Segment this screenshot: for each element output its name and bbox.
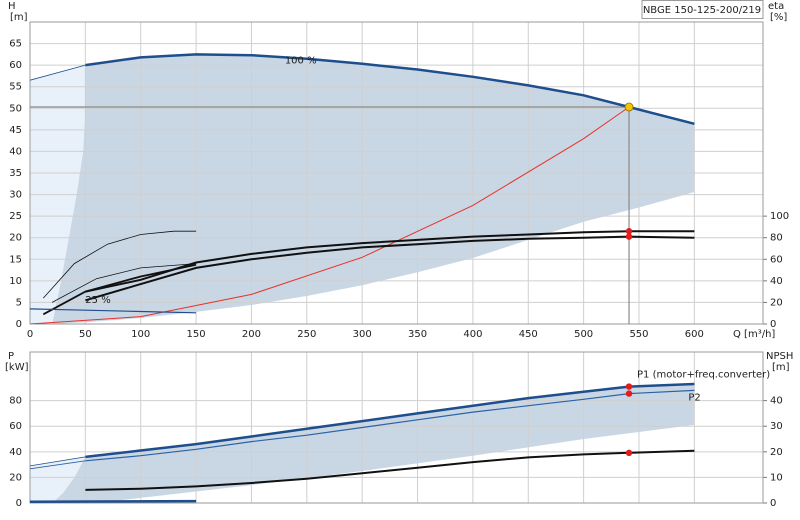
y-tick-label: 40 [9, 146, 22, 157]
x-tick-label: 500 [574, 329, 593, 340]
curve [30, 456, 86, 467]
x-tick-label: 450 [519, 329, 538, 340]
y2-tick-label: 0 [770, 319, 776, 330]
curve [51, 263, 197, 303]
operating-point [625, 449, 633, 457]
y2-tick-label: 60 [770, 254, 783, 265]
x-tick-label: 550 [629, 329, 648, 340]
x-tick-label: 250 [297, 329, 316, 340]
y-tick-label: 25 [9, 211, 22, 222]
y2-tick-label: 10 [770, 472, 783, 483]
y2-tick-label: 30 [770, 421, 783, 432]
series-label: P2 [688, 392, 700, 403]
y-tick-label: 50 [9, 103, 22, 114]
operating-area [30, 456, 86, 503]
y-axis-unit: [m] [10, 12, 28, 23]
y-tick-label: 20 [9, 472, 22, 483]
curve [85, 235, 695, 302]
x-tick-label: 600 [685, 329, 704, 340]
y-tick-label: 15 [9, 254, 22, 265]
series-label: 100 % [285, 56, 317, 67]
x-tick-label: 50 [79, 329, 92, 340]
y2-tick-label: 80 [770, 233, 783, 244]
x-tick-label: 300 [353, 329, 372, 340]
y-tick-label: 60 [9, 60, 22, 71]
x-axis-label: Q [m³/h] [733, 329, 775, 340]
operating-point [625, 390, 633, 397]
y-axis-label: P [8, 351, 14, 362]
operating-area [52, 384, 695, 503]
y2-tick-label: 40 [770, 276, 783, 287]
annotation: 25 % [85, 295, 110, 306]
x-tick-label: 100 [131, 329, 150, 340]
y-tick-label: 80 [9, 396, 22, 407]
curve [85, 389, 695, 462]
y-tick-label: 35 [9, 168, 22, 179]
operating-point [625, 233, 633, 240]
plot-frame [29, 21, 764, 325]
x-tick-label: 350 [408, 329, 427, 340]
duty-point [624, 102, 634, 112]
curve [85, 382, 695, 459]
curve [85, 53, 695, 126]
y2-tick-label: 20 [770, 297, 783, 308]
y-tick-label: 0 [16, 319, 22, 330]
y2-tick-label: 100 [770, 211, 789, 222]
curve [30, 499, 197, 503]
y2-tick-label: 20 [770, 447, 783, 458]
curve [30, 460, 86, 470]
curve [30, 106, 630, 324]
x-tick-label: 150 [187, 329, 206, 340]
y2-axis-unit: [%] [770, 12, 787, 23]
curve [43, 230, 197, 299]
x-tick-label: 400 [463, 329, 482, 340]
y-axis-label: H [8, 1, 16, 12]
y2-tick-label: 0 [770, 498, 776, 509]
x-tick-label: 0 [27, 329, 33, 340]
curve [30, 308, 197, 314]
series-label: P1 (motor+freq.converter) [637, 370, 770, 381]
y2-axis-unit: [m] [772, 362, 790, 373]
curve [85, 230, 695, 293]
operating-point [625, 228, 633, 235]
curve [42, 263, 197, 316]
y-tick-label: 45 [9, 125, 22, 136]
y-tick-label: 0 [16, 498, 22, 509]
y-tick-label: 10 [9, 276, 22, 287]
y-tick-label: 20 [9, 233, 22, 244]
curve [30, 64, 86, 81]
y-tick-label: 65 [9, 39, 22, 50]
chart-title: NBGE 150-125-200/219 [643, 5, 761, 16]
y-tick-label: 55 [9, 82, 22, 93]
y2-axis-label: NPSH [766, 351, 793, 362]
curve [85, 449, 695, 491]
title-box [641, 0, 764, 19]
plot-frame [29, 351, 764, 504]
y-tick-label: 60 [9, 421, 22, 432]
operating-area [52, 54, 695, 324]
x-tick-label: 200 [242, 329, 261, 340]
y2-axis-label: eta [768, 1, 784, 12]
y-axis-unit: [kW] [5, 362, 29, 373]
y2-tick-label: 40 [770, 396, 783, 407]
y-tick-label: 30 [9, 190, 22, 201]
y-tick-label: 5 [16, 297, 22, 308]
y-tick-label: 40 [9, 447, 22, 458]
operating-point [625, 383, 633, 390]
